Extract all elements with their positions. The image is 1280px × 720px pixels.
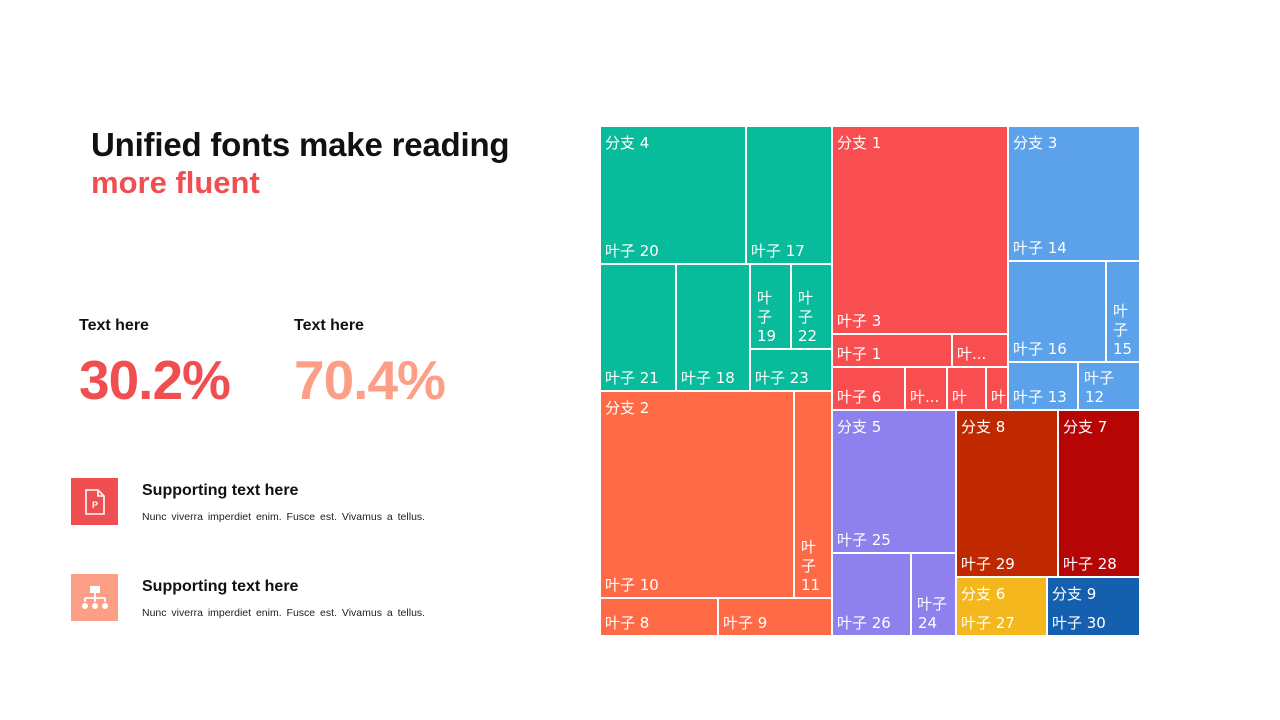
branch-3: 叶子 3 叶子 1 叶... 叶子 6 叶... 叶 叶 分支 1: [831, 126, 1009, 411]
leaf-rect-0-1[interactable]: [745, 126, 833, 265]
stat-value-2: 70.4%: [294, 349, 446, 411]
leaf-label-3-4-a: 叶子: [1084, 369, 1114, 387]
leaf-rect-2-5[interactable]: [946, 366, 987, 411]
leaf-label-2-5: 叶: [952, 388, 967, 406]
leaf-rect-6-0[interactable]: [1057, 409, 1140, 578]
branch-label-2: 分支 2: [605, 399, 649, 417]
leaf-rect-3-3[interactable]: [1007, 361, 1079, 411]
leaf-label-2-1: 叶子 1: [837, 345, 881, 363]
leaf-rect-0-3[interactable]: [675, 263, 751, 392]
org-chart-icon: [71, 574, 118, 621]
leaf-label-5-0: 叶子 29: [961, 555, 1015, 573]
leaf-label-0-2: 叶子 21: [605, 369, 659, 387]
leaf-label-6-0: 叶子 28: [1063, 555, 1117, 573]
leaf-label-2-4: 叶...: [910, 388, 939, 406]
leaf-label-2-0: 叶子 3: [837, 312, 881, 330]
leaf-label-1-1-1: 子: [801, 557, 816, 575]
leaf-label-7-0: 叶子 27: [961, 614, 1015, 632]
leaf-label-4-0: 叶子 25: [837, 531, 891, 549]
leaf-label-3-2-1: 子: [1113, 321, 1128, 339]
title-line-1: Unified fonts make reading: [91, 126, 510, 163]
branch-label-4: 分支 3: [1013, 134, 1057, 152]
leaf-rect-4-1[interactable]: [831, 552, 912, 636]
stat-label-1: Text here: [79, 317, 149, 334]
feature-desc-1: Nunc viverra imperdiet enim. Fusce est. …: [142, 511, 426, 523]
leaf-label-1-2: 叶子 8: [605, 614, 649, 632]
leaf-rect-3-2[interactable]: [1105, 260, 1140, 363]
leaf-label-3-2-2: 15: [1113, 340, 1132, 358]
leaf-rect-1-3[interactable]: [717, 597, 833, 636]
leaf-rect-8-0[interactable]: [1046, 576, 1140, 636]
leaf-label-0-5-0: 叶: [798, 289, 813, 307]
leaf-label-1-1-0: 叶: [801, 538, 816, 556]
leaf-label-3-2-0: 叶: [1113, 302, 1128, 320]
leaf-rect-5-0[interactable]: [955, 409, 1059, 578]
leaf-label-3-4-b: 12: [1085, 388, 1104, 406]
leaf-label-0-5-1: 子: [798, 308, 813, 326]
leaf-label-0-1: 叶子 17: [751, 242, 805, 260]
leaf-label-8-0: 叶子 30: [1052, 614, 1106, 632]
presentation-file-icon: P: [71, 478, 118, 525]
branch-label-9: 分支 9: [1052, 585, 1096, 603]
branch-6: 叶子 29 分支 8: [955, 409, 1059, 578]
leaf-rect-3-0[interactable]: [1007, 126, 1140, 262]
leaf-label-3-1: 叶子 16: [1013, 340, 1067, 358]
leaf-label-0-5-2: 22: [798, 327, 817, 345]
feature-title-2: Supporting text here: [142, 578, 299, 595]
leaf-label-3-0: 叶子 14: [1013, 239, 1067, 257]
leaf-rect-1-0[interactable]: [600, 390, 795, 599]
leaf-rect-4-2[interactable]: [910, 552, 957, 636]
leaf-label-2-3: 叶子 6: [837, 388, 881, 406]
stat-label-2: Text here: [294, 317, 364, 334]
branch-label-3: 分支 1: [837, 134, 881, 152]
leaf-rect-3-1[interactable]: [1007, 260, 1107, 363]
feature-title-1: Supporting text here: [142, 482, 299, 499]
title-line-2: more fluent: [91, 165, 260, 200]
stat-value-1: 30.2%: [79, 349, 231, 411]
leaf-label-0-4-0: 叶: [757, 289, 772, 307]
leaf-label-1-1-2: 11: [801, 576, 820, 594]
leaf-label-3-3: 叶子 13: [1013, 388, 1067, 406]
leaf-label-0-0: 叶子 20: [605, 242, 659, 260]
branch-label-1: 分支 4: [605, 134, 649, 152]
branch-label-8: 分支 6: [961, 585, 1005, 603]
branch-label-5: 分支 5: [837, 418, 881, 436]
leaf-label-2-2: 叶...: [957, 345, 986, 363]
leaf-label-4-2-a: 叶子: [917, 595, 947, 613]
leaf-label-0-3: 叶子 18: [681, 369, 735, 387]
branch-label-6: 分支 8: [961, 418, 1005, 436]
leaf-rect-7-0[interactable]: [955, 576, 1048, 636]
leaf-label-0-6: 叶子 23: [755, 369, 809, 387]
branch-9: 叶子 30 分支 9: [1046, 576, 1140, 636]
leaf-label-2-6: 叶: [991, 388, 1006, 406]
leaf-label-4-1: 叶子 26: [837, 614, 891, 632]
branch-8: 叶子 27 分支 6: [955, 576, 1048, 636]
leaf-rect-4-0[interactable]: [831, 409, 957, 554]
leaf-label-1-0: 叶子 10: [605, 576, 659, 594]
branch-label-7: 分支 7: [1063, 418, 1107, 436]
svg-text:P: P: [91, 500, 97, 510]
leaf-rect-3-4[interactable]: [1077, 361, 1140, 411]
leaf-rect-0-2[interactable]: [600, 263, 677, 392]
leaf-label-0-4-2: 19: [757, 327, 776, 345]
feature-desc-2: Nunc viverra imperdiet enim. Fusce est. …: [142, 607, 426, 619]
leaf-label-0-4-1: 子: [757, 308, 772, 326]
leaf-label-4-2-b: 24: [918, 614, 937, 632]
branch-7: 叶子 28 分支 7: [1057, 409, 1140, 578]
leaf-label-1-3: 叶子 9: [723, 614, 767, 632]
leaf-rect-2-0[interactable]: [831, 126, 1009, 335]
